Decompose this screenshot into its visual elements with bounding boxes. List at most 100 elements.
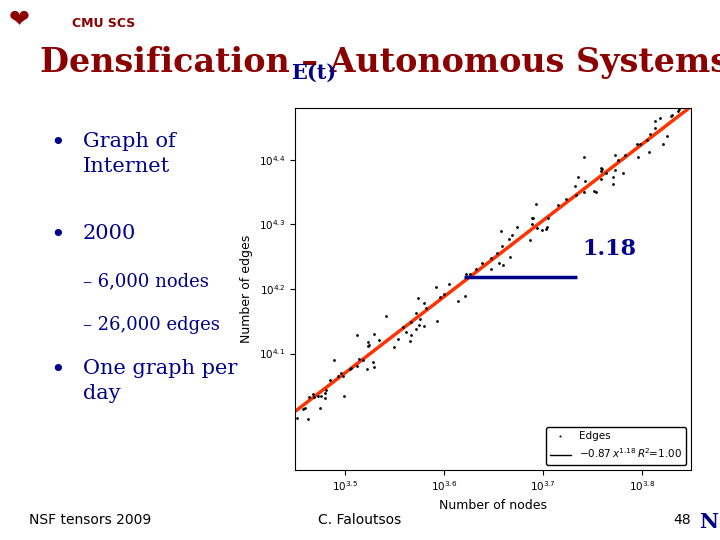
Point	[319, 388, 330, 397]
Point	[397, 323, 408, 332]
Point	[362, 338, 374, 347]
Point	[590, 187, 602, 196]
Point	[609, 166, 621, 174]
Point	[578, 153, 590, 161]
Point	[657, 139, 669, 148]
Point	[641, 136, 652, 144]
Point	[666, 111, 678, 120]
Point	[643, 148, 654, 157]
Point	[338, 392, 349, 401]
Point	[374, 335, 385, 344]
Point	[405, 330, 417, 339]
Text: 48: 48	[674, 512, 691, 526]
Point	[560, 195, 572, 204]
Text: – 26,000 edges: – 26,000 edges	[83, 316, 220, 334]
Point	[431, 283, 442, 292]
Point	[470, 265, 482, 274]
Point	[672, 106, 683, 115]
Point	[536, 226, 548, 234]
Text: •: •	[50, 224, 65, 247]
Point	[665, 112, 677, 120]
Point	[354, 354, 365, 363]
Point	[320, 386, 331, 394]
Point	[541, 222, 553, 231]
Point	[634, 139, 646, 148]
Point	[498, 261, 509, 269]
Point	[526, 220, 538, 228]
Point	[357, 355, 369, 364]
Point	[336, 369, 347, 377]
Point	[673, 66, 685, 75]
Text: ❤: ❤	[9, 8, 30, 32]
Text: 1.18: 1.18	[582, 238, 636, 260]
Point	[332, 372, 343, 381]
Point	[346, 363, 357, 372]
Point	[618, 169, 629, 178]
Point	[345, 364, 356, 373]
Text: NSF tensors 2009: NSF tensors 2009	[29, 512, 151, 526]
Point	[662, 131, 673, 140]
Point	[388, 342, 400, 351]
Point	[572, 173, 583, 181]
Text: Graph of
Internet: Graph of Internet	[83, 132, 176, 176]
Point	[493, 259, 505, 267]
Point	[644, 130, 655, 139]
Point	[410, 325, 422, 333]
Point	[410, 309, 421, 318]
Point	[680, 93, 692, 102]
Text: – 6,000 nodes: – 6,000 nodes	[83, 273, 209, 291]
Point	[464, 269, 475, 278]
Point	[308, 393, 320, 401]
Point	[654, 113, 666, 122]
Legend: Edges, $- 0.87\, x^{1.18}\, R^2\!\!=\!1.00$: Edges, $- 0.87\, x^{1.18}\, R^2\!\!=\!1.…	[546, 427, 686, 464]
Point	[608, 179, 619, 188]
Point	[649, 124, 660, 132]
Point	[418, 299, 430, 307]
Point	[613, 156, 624, 165]
Point	[673, 105, 685, 113]
Point	[312, 392, 324, 401]
Point	[570, 191, 581, 200]
Point	[552, 201, 563, 210]
Point	[431, 316, 443, 325]
Point	[401, 327, 413, 336]
Point	[319, 394, 330, 402]
Point	[337, 372, 348, 380]
X-axis label: Number of nodes: Number of nodes	[439, 499, 547, 512]
Text: C. Faloutsos: C. Faloutsos	[318, 512, 402, 526]
Point	[297, 404, 309, 413]
Point	[434, 293, 446, 302]
Y-axis label: Number of edges: Number of edges	[240, 235, 253, 343]
Text: 2000: 2000	[83, 224, 136, 243]
Point	[459, 292, 470, 301]
Point	[596, 165, 608, 174]
Point	[315, 392, 327, 401]
Text: Densification – Autonomous Systems: Densification – Autonomous Systems	[40, 46, 720, 79]
Point	[438, 290, 449, 299]
Point	[578, 188, 590, 197]
Point	[485, 253, 497, 262]
Point	[364, 341, 375, 349]
Point	[503, 235, 515, 244]
Point	[461, 269, 472, 278]
Point	[414, 315, 426, 323]
Text: N(t): N(t)	[699, 511, 720, 531]
Point	[418, 322, 430, 330]
Point	[413, 321, 424, 330]
Point	[363, 342, 374, 350]
Point	[649, 117, 661, 126]
Point	[369, 362, 380, 371]
Point	[485, 264, 497, 273]
Point	[392, 335, 403, 343]
Point	[368, 330, 379, 339]
Point	[307, 390, 319, 399]
Point	[526, 213, 538, 222]
Point	[405, 318, 416, 326]
Point	[491, 248, 503, 257]
Point	[328, 355, 340, 364]
Point	[315, 404, 326, 413]
Point	[497, 242, 508, 251]
Text: One graph per
day: One graph per day	[83, 359, 237, 403]
Point	[595, 174, 606, 183]
Point	[589, 186, 600, 195]
